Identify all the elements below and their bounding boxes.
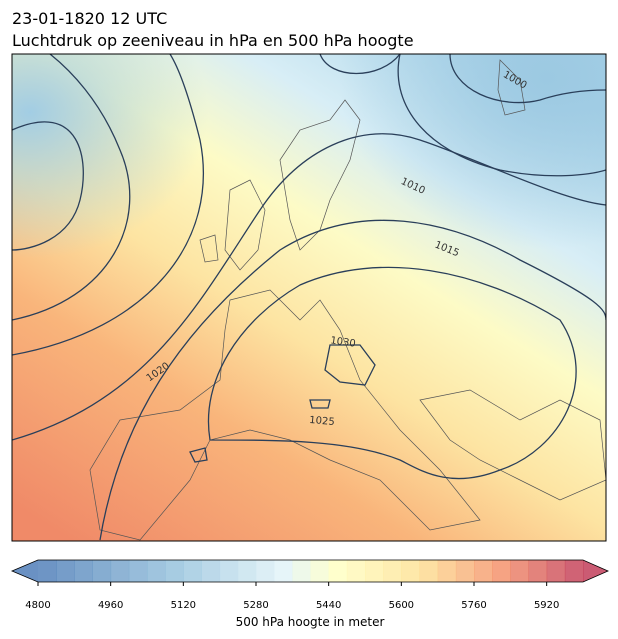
colorbar-outline [10,559,609,583]
colorbar-tick-label: 4960 [98,600,123,611]
colorbar-segment [183,560,202,582]
colorbar-segment [237,560,257,582]
colorbar-segment [128,560,148,582]
colorbar-tick-label: 5920 [534,600,559,611]
colorbar-segment [401,560,420,582]
colorbar-segment [546,560,566,582]
colorbar-extend [12,560,38,582]
contour-label: 1025 [309,415,335,428]
colorbar-segment [219,560,239,582]
title-line: Luchtdruk op zeeniveau in hPa en 500 hPa… [12,31,414,50]
colorbar-segment [310,560,330,582]
colorbar-segment [74,560,93,582]
colorbar-segment [365,560,384,582]
colorbar-extend [583,560,608,582]
colorbar-tick-label: 5120 [171,600,196,611]
colorbar-segment [201,560,221,582]
colorbar: 4800 4960 5120 5280 5440 5600 5760 5920 [10,559,609,611]
colorbar-segment [419,560,439,582]
colorbar-tick-label: 5440 [316,600,341,611]
colorbar-segment [110,560,130,582]
colorbar-segment [256,560,275,582]
colorbar-segment [437,560,457,582]
colorbar-segment [528,560,548,582]
contour-label: 1030 [330,335,357,349]
colorbar-segment [474,560,493,582]
colorbar-segment [492,560,511,582]
colorbar-segment [92,560,112,582]
colorbar-tick-label: 5280 [243,600,268,611]
title-line: 23-01-1820 12 UTC [12,9,167,28]
colorbar-segment [147,560,166,582]
colorbar-tick-label: 5600 [389,600,414,611]
colorbar-segment [292,560,311,582]
colorbar-segment [455,560,475,582]
colorbar-segment [56,560,75,582]
colorbar-segment [328,560,348,582]
colorbar-segment [383,560,402,582]
colorbar-segment [510,560,529,582]
colorbar-segment [274,560,293,582]
colorbar-label: 500 hPa hoogte in meter [236,615,385,629]
colorbar-segment [38,560,57,582]
colorbar-segment [346,560,366,582]
colorbar-tick-label: 4800 [25,600,50,611]
map-frame [11,53,607,542]
colorbar-tick-label: 5760 [461,600,486,611]
colorbar-segment [165,560,184,582]
map: 1000 1010 1015 1020 1030 1025 [12,54,606,541]
colorbar-segment [564,560,584,582]
